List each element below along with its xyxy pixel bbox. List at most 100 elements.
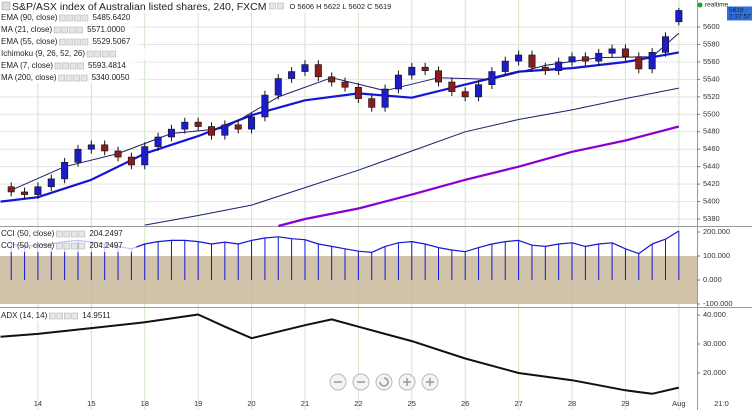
candle-body xyxy=(61,162,69,180)
candle-body xyxy=(234,124,242,130)
legend-button xyxy=(64,312,71,320)
x-tick-label: Aug xyxy=(672,399,685,408)
legend-button xyxy=(86,50,94,58)
y-tick-label: 30.000 xyxy=(703,339,726,348)
candle-body xyxy=(194,121,202,127)
legend-name: EMA (90, close) xyxy=(1,13,58,22)
realtime-label: realtime xyxy=(705,2,729,9)
y-tick-label: 100.000 xyxy=(703,251,730,260)
candle-body xyxy=(475,84,483,98)
legend-button xyxy=(81,38,89,46)
reset-button[interactable] xyxy=(375,373,393,391)
legend-value: 14.9511 xyxy=(82,311,111,320)
legend-button xyxy=(71,242,78,250)
legend-button xyxy=(63,230,71,238)
zoom-out-button[interactable] xyxy=(329,373,347,391)
candle-body xyxy=(421,66,429,71)
legend-button xyxy=(62,62,69,70)
x-tick-label: 20 xyxy=(247,399,255,408)
legend-button xyxy=(77,62,84,70)
legend-button xyxy=(66,38,74,46)
legend-name: ADX (14, 14) xyxy=(1,311,48,320)
x-tick-label: 19 xyxy=(194,399,202,408)
title-button xyxy=(277,2,284,10)
candle-body xyxy=(301,64,309,72)
indicator-line xyxy=(144,87,679,226)
legend-button xyxy=(59,14,66,22)
candle-body xyxy=(34,186,42,195)
legend-value: 204.2497 xyxy=(89,241,123,250)
legend-button xyxy=(74,38,81,46)
legend-button xyxy=(65,74,73,82)
legend-name: CCI (50, close) xyxy=(1,229,55,238)
x-tick-label: 28 xyxy=(568,399,576,408)
legend-button xyxy=(49,312,56,320)
candle-body xyxy=(354,86,362,99)
candle-body xyxy=(141,146,149,166)
x-tick-label: 21:0 xyxy=(714,399,729,408)
zoom-in-button[interactable] xyxy=(421,373,439,391)
y-tick-label: 5520 xyxy=(703,92,720,101)
legend-button xyxy=(61,26,68,34)
marks xyxy=(0,7,683,395)
legend-button xyxy=(81,14,89,22)
legend-button xyxy=(73,74,80,82)
legend-value: 5485.6420 xyxy=(92,13,130,22)
x-tick-label: 18 xyxy=(141,399,149,408)
candle-body xyxy=(288,71,296,79)
indicator-line xyxy=(0,313,680,395)
candle-body xyxy=(167,128,175,138)
x-tick-label: 22 xyxy=(354,399,362,408)
zoom-out-small-button[interactable] xyxy=(352,373,370,391)
legend-button xyxy=(78,242,86,250)
title-button xyxy=(269,2,276,10)
candle-body xyxy=(341,81,349,88)
candle-body xyxy=(461,91,469,98)
candle-body xyxy=(101,144,109,152)
y-tick-label: 5420 xyxy=(703,179,720,188)
legend-button xyxy=(56,242,63,250)
candle-body xyxy=(595,52,603,62)
legend-button xyxy=(80,74,88,82)
candle-body xyxy=(221,124,229,136)
candle-body xyxy=(635,56,643,70)
candle-body xyxy=(541,66,549,71)
ohlc-label: O 5606 H 5622 L 5602 C 5619 xyxy=(289,2,391,11)
indicator-line xyxy=(278,125,680,228)
legend-name: EMA (55, close) xyxy=(1,37,58,46)
candle-body xyxy=(515,54,523,62)
candle-body xyxy=(47,178,55,188)
zoom-controls xyxy=(329,373,439,391)
candle-body xyxy=(87,144,95,150)
candle-body xyxy=(261,94,269,118)
y-tick-label: 200.000 xyxy=(703,227,730,236)
y-tick-label: 5460 xyxy=(703,144,720,153)
zoom-in-small-button[interactable] xyxy=(398,373,416,391)
candle-body xyxy=(274,78,282,96)
legend-button xyxy=(53,26,61,34)
legend-name: MA (21, close) xyxy=(1,25,52,34)
legend-value: 5593.4814 xyxy=(88,61,126,70)
legend-button xyxy=(68,26,76,34)
y-tick-label: 5480 xyxy=(703,127,720,136)
candle-body xyxy=(114,150,122,158)
y-tick-label: 5560 xyxy=(703,57,720,66)
cci-band xyxy=(0,255,697,304)
candle-body xyxy=(408,66,416,76)
y-tick-label: 0.000 xyxy=(703,275,722,284)
candle-body xyxy=(581,56,589,62)
candle-body xyxy=(127,156,135,166)
candle-body xyxy=(501,60,509,72)
candle-body xyxy=(181,121,189,130)
legend-name: MA (200, close) xyxy=(1,73,57,82)
countdown-label: 2:37:57 xyxy=(729,14,751,21)
candle-body xyxy=(248,116,256,130)
candle-body xyxy=(394,74,402,90)
title-background xyxy=(0,0,400,13)
x-tick-label: 15 xyxy=(87,399,95,408)
candle-body xyxy=(328,76,336,83)
legend-button xyxy=(109,50,116,58)
